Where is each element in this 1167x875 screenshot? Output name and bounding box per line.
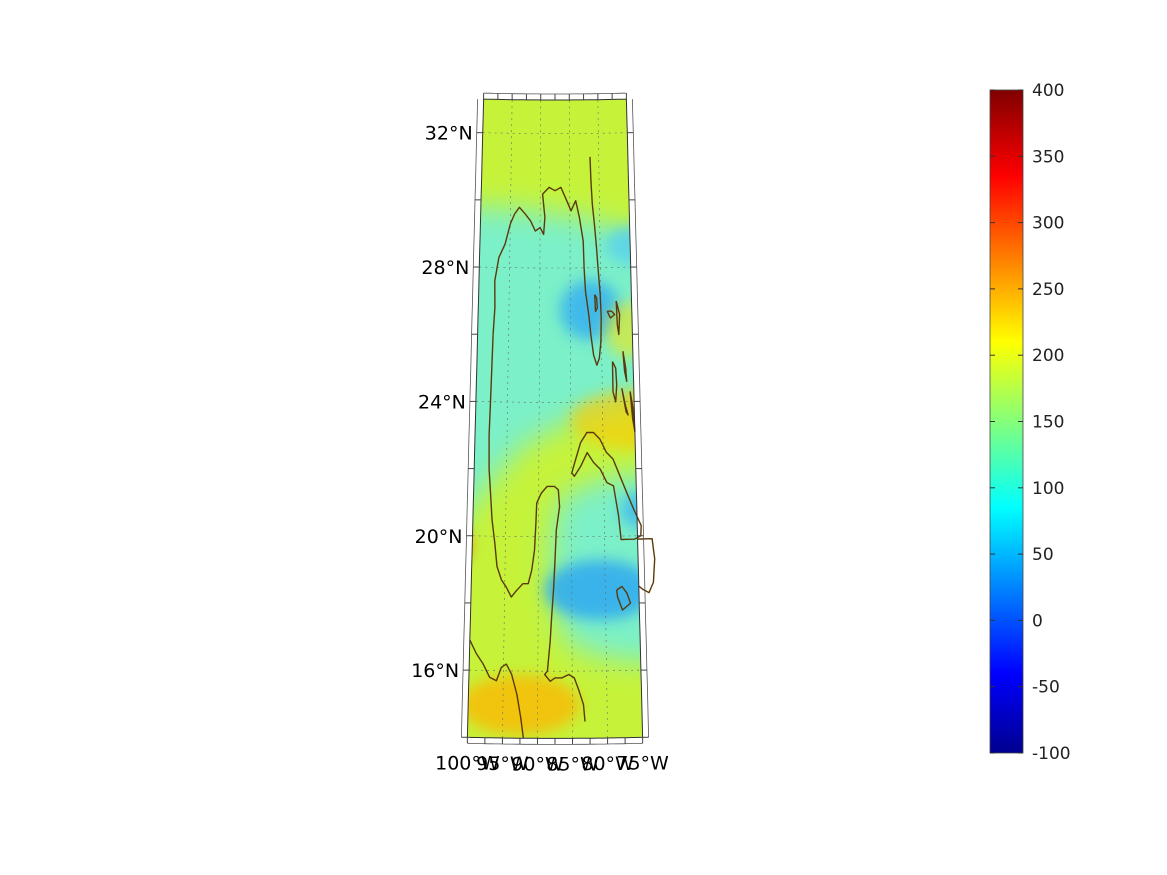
hot-spot-chiapas [342,636,378,664]
coastline-hispaniola [637,538,656,594]
coastline-jamaica [616,585,632,611]
colorbar-label: 0 [1032,611,1043,631]
coastline-pacific-coast [469,639,525,739]
warm-zone-central [605,302,643,358]
parallel-24 [475,401,635,403]
coastline-lake-okeechobee [594,294,598,313]
coastline-bahamas-andros [611,361,618,403]
warm-zone-honduras [655,690,705,740]
colorbar-label: 50 [1032,545,1054,565]
colorbar-label: 400 [1032,81,1064,101]
blue-patch-1 [395,280,465,360]
blue-patch-7 [790,577,850,613]
coastline-bahamas-abaco [615,300,621,336]
colorbar-label: 250 [1032,280,1064,300]
lon-label-100: 100°W [435,752,500,774]
lon-label-80: 80°W [581,753,634,775]
hot-spot-chiapas-2 [362,687,378,703]
colorbar-ticks: 400 350 300 250 200 150 100 50 0 -50 -100 [990,81,1071,764]
lat-label-24: 24°N [418,391,466,413]
hot-spot-atlantic [768,135,812,245]
blue-patch-6 [660,570,740,610]
lat-label-32: 32°N [425,123,473,145]
blue-patch-3 [560,280,620,340]
parallel-28 [479,266,631,269]
colorbar-label: 200 [1032,346,1064,366]
meridian-95 [502,99,513,739]
colorbar-label: -50 [1032,678,1060,698]
frame-left-outer [461,99,478,738]
hot-spot-jacksonville [719,137,751,173]
warm-zone-mexico-west [180,500,260,620]
meridian-80 [597,99,608,739]
hot-spot-cuba-north [655,421,715,449]
data-field [135,99,955,740]
graticule [469,99,641,739]
colorbar-gradient [989,89,1024,754]
colorbar-label: 150 [1032,413,1064,433]
frame-top-outer [483,92,627,95]
coastline-bahamas-exuma [621,388,629,416]
warm-zone-la [402,198,458,222]
warm-zone-east-edge [895,380,945,460]
blue-patch-11 [735,385,785,435]
warm-zone-jamaica [905,574,955,602]
lat-label-28: 28°N [421,257,469,279]
colorbar-label: 300 [1032,214,1064,234]
frame-right-outer [632,99,649,738]
blue-patch-12 [820,288,870,312]
colorbar-label: 100 [1032,479,1064,499]
blue-patch-2 [335,272,385,308]
lon-label-75: 75°W [616,752,669,774]
hot-spot-tehuantepec [298,650,326,700]
parallel-16 [469,669,641,672]
coastline-bahamas-eleuthera [622,351,628,383]
blue-patch-9 [135,665,225,715]
coastline-gulf-coast-us [492,156,602,366]
lon-label-95: 95°W [476,753,529,775]
axis-labels: 32°N 28°N 24°N 20°N 16°N 100°W95°W90°W85°W80°… [411,123,669,776]
blue-patch-4 [605,225,643,265]
hot-spot-veracruz [245,545,295,605]
meridian-90 [537,99,541,739]
coastline-gulf-coast-mexico [488,334,586,722]
map-frame [461,92,649,745]
colorbar-label: -100 [1032,744,1071,764]
lat-label-16: 16°N [411,660,459,682]
blue-patch-10 [315,690,365,730]
meridian-85 [569,99,573,739]
hot-spot-atlantic-halo [752,120,828,280]
warm-zone-tx [326,200,354,224]
colorbar: 400 350 300 250 200 150 100 50 0 -50 -100 [989,81,1071,764]
lon-label-90: 90°W [511,753,564,775]
warm-zone-yucatan-south [467,675,580,735]
lat-label-20: 20°N [415,526,463,548]
colorbar-label: 350 [1032,147,1064,167]
coastline-bahamas-grand [606,310,616,319]
parallel-32 [482,132,628,134]
lon-label-85: 85°W [546,753,599,775]
